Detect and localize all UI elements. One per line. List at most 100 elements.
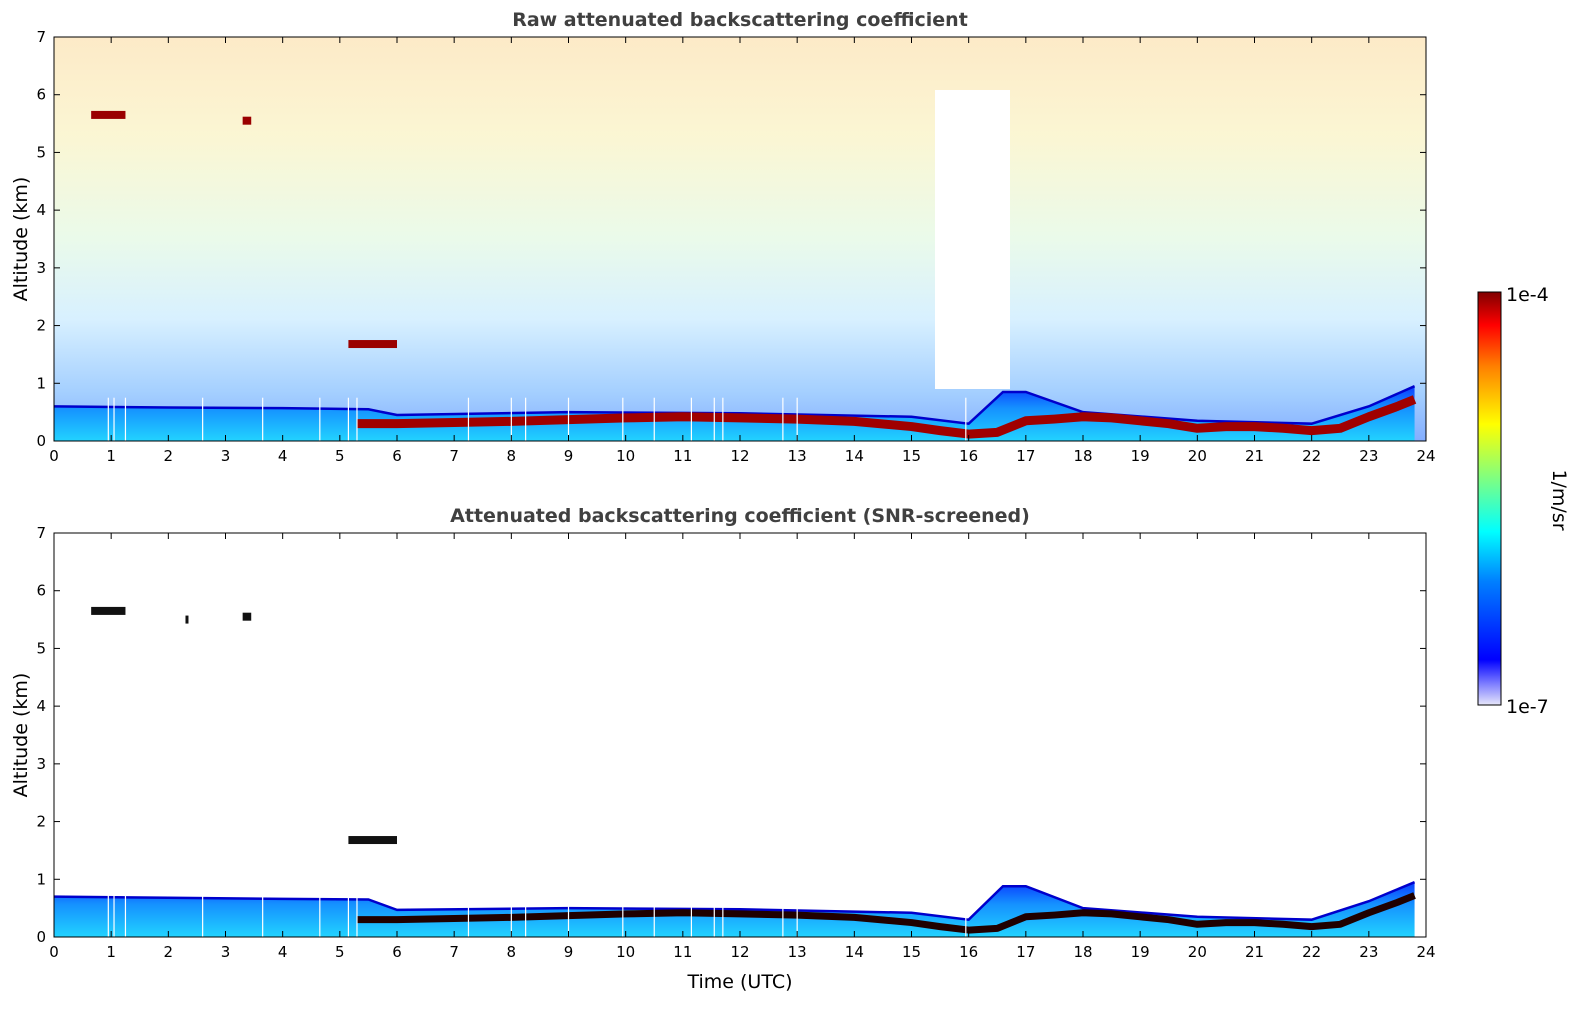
y-tick-label: 1 [36, 870, 46, 888]
plot-area-background [54, 37, 1426, 441]
x-tick-label: 0 [49, 447, 59, 465]
cloud-base-layer [356, 892, 1416, 934]
elevated-layer [242, 612, 252, 621]
x-tick-label: 21 [1245, 447, 1264, 465]
x-tick-label: 9 [564, 447, 574, 465]
boundary-layer-top-edge [53, 881, 1416, 921]
x-tick-label: 2 [164, 447, 174, 465]
x-tick-label: 5 [335, 447, 345, 465]
x-tick-label: 15 [902, 447, 921, 465]
y-tick-label: 5 [36, 143, 46, 161]
data-gaps [107, 893, 967, 937]
y-tick-label: 0 [36, 432, 46, 450]
x-tick-label: 2 [164, 943, 174, 961]
x-tick-label: 18 [1073, 943, 1092, 961]
y-axis-ticks: 0 1 2 3 4 5 6 7 [36, 524, 1426, 946]
x-tick-label: 18 [1073, 447, 1092, 465]
y-tick-label: 6 [36, 582, 46, 600]
raw-backscatter-panel: Raw attenuated backscattering coefficien… [10, 9, 1436, 465]
y-tick-label: 4 [36, 697, 46, 715]
x-tick-label: 19 [1131, 943, 1150, 961]
x-tick-label: 1 [106, 943, 116, 961]
x-tick-label: 19 [1131, 447, 1150, 465]
elevated-layer [242, 116, 252, 125]
snr-screened-backscatter-panel: Attenuated backscattering coefficient (S… [10, 505, 1436, 993]
y-tick-label: 2 [36, 317, 46, 335]
colorbar-max-label: 1e-4 [1506, 284, 1549, 306]
x-tick-label: 23 [1359, 943, 1378, 961]
y-tick-label: 7 [36, 524, 46, 542]
x-tick-label: 8 [507, 447, 517, 465]
x-tick-label: 21 [1245, 943, 1264, 961]
x-tick-label: 24 [1416, 943, 1435, 961]
x-tick-label: 6 [392, 943, 402, 961]
elevated-layer [91, 110, 126, 119]
x-tick-label: 3 [221, 447, 231, 465]
x-tick-label: 12 [730, 447, 749, 465]
elevated-layer [185, 615, 189, 624]
x-tick-label: 17 [1016, 447, 1035, 465]
backscatter-layers [53, 606, 1416, 937]
x-tick-label: 20 [1188, 447, 1207, 465]
x-tick-label: 12 [730, 943, 749, 961]
y-tick-label: 0 [36, 928, 46, 946]
x-tick-label: 16 [959, 447, 978, 465]
y-axis-ticks: 0 1 2 3 4 5 6 7 [36, 28, 1426, 450]
x-tick-label: 3 [221, 943, 231, 961]
x-tick-label: 9 [564, 943, 574, 961]
y-tick-label: 7 [36, 28, 46, 46]
x-tick-label: 22 [1302, 943, 1321, 961]
x-tick-label: 13 [788, 447, 807, 465]
x-tick-label: 1 [106, 447, 116, 465]
x-tick-label: 17 [1016, 943, 1035, 961]
y-tick-label: 2 [36, 813, 46, 831]
colorbar-min-label: 1e-7 [1506, 696, 1549, 718]
x-tick-label: 23 [1359, 447, 1378, 465]
x-tick-label: 0 [49, 943, 59, 961]
elevated-layer [348, 340, 397, 349]
plot-area-background [54, 533, 1426, 937]
x-axis-ticks: 0 1 2 3 4 5 6 7 8 9 10 11 12 13 14 15 16 17 18 19 20 21 22 23 24 [49, 533, 1436, 961]
clear-column-region [935, 90, 1010, 389]
chart-title: Attenuated backscattering coefficient (S… [450, 505, 1030, 527]
x-tick-label: 11 [673, 447, 692, 465]
y-tick-label: 3 [36, 259, 46, 277]
y-tick-label: 6 [36, 86, 46, 104]
x-tick-label: 4 [278, 943, 288, 961]
chart-title: Raw attenuated backscattering coefficien… [512, 9, 968, 31]
x-axis-label: Time (UTC) [686, 971, 792, 993]
y-tick-label: 5 [36, 639, 46, 657]
x-tick-label: 14 [845, 447, 864, 465]
x-tick-label: 14 [845, 943, 864, 961]
elevated-layer [91, 606, 126, 615]
elevated-layer [348, 836, 397, 845]
y-tick-label: 3 [36, 755, 46, 773]
x-axis-ticks: 0 1 2 3 4 5 6 7 8 9 10 11 12 13 14 15 16 17 18 19 20 21 22 23 24 [49, 37, 1436, 465]
backscatter-layers [53, 110, 1417, 441]
x-tick-label: 13 [788, 943, 807, 961]
x-tick-label: 5 [335, 943, 345, 961]
x-tick-label: 10 [616, 447, 635, 465]
x-tick-label: 8 [507, 943, 517, 961]
colorbar-units-label: 1/m/sr [1548, 469, 1570, 530]
x-tick-label: 24 [1416, 447, 1435, 465]
y-tick-label: 1 [36, 374, 46, 392]
x-tick-label: 6 [392, 447, 402, 465]
x-tick-label: 16 [959, 943, 978, 961]
x-tick-label: 4 [278, 447, 288, 465]
y-tick-label: 4 [36, 201, 46, 219]
colorbar-gradient [1477, 291, 1502, 706]
x-tick-label: 15 [902, 943, 921, 961]
x-tick-label: 22 [1302, 447, 1321, 465]
cloud-base-layer [356, 395, 1417, 439]
colorbar: 1e-4 1e-7 1/m/sr [1477, 284, 1570, 718]
x-tick-label: 20 [1188, 943, 1207, 961]
y-axis-label: Altitude (km) [10, 177, 32, 302]
x-tick-label: 10 [616, 943, 635, 961]
x-tick-label: 7 [449, 943, 459, 961]
x-tick-label: 7 [449, 447, 459, 465]
x-tick-label: 11 [673, 943, 692, 961]
data-gaps [107, 397, 967, 441]
y-axis-label: Altitude (km) [10, 673, 32, 798]
